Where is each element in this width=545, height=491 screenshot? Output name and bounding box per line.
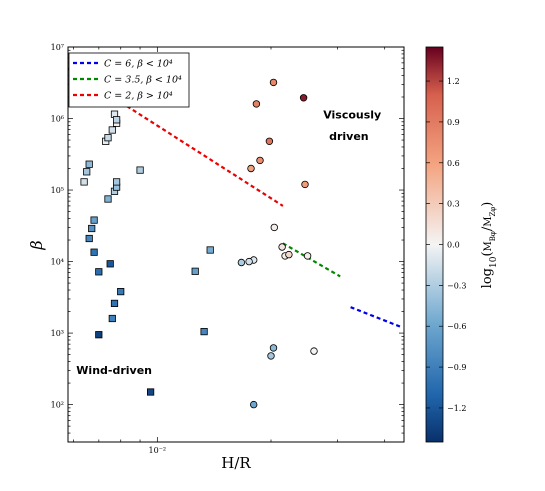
colorbar-tick-label: 0.3 bbox=[447, 200, 460, 209]
colorbar-tick-label: −1.2 bbox=[447, 404, 466, 413]
circle-point bbox=[245, 257, 253, 266]
plot-area: 10² 10³ 10⁴ 10⁵ 10⁶ 10⁷ 10⁻² bbox=[51, 43, 405, 455]
square-point bbox=[95, 331, 103, 339]
square-point bbox=[90, 216, 98, 224]
x-axis-label: H/R bbox=[221, 454, 251, 472]
circle-point bbox=[310, 347, 318, 355]
circle-point bbox=[247, 164, 255, 173]
circle-point bbox=[270, 223, 278, 232]
square-point bbox=[83, 168, 91, 176]
square-point bbox=[110, 299, 119, 308]
circle-point bbox=[256, 156, 264, 165]
y-axis-label: β bbox=[27, 240, 46, 250]
y-tick-label: 10⁶ bbox=[51, 115, 64, 124]
plot-frame bbox=[67, 46, 405, 443]
annotation-viscously: Viscously bbox=[323, 109, 381, 122]
colorbar-tick-label: 0.6 bbox=[447, 159, 460, 168]
y-tick-label: 10³ bbox=[51, 329, 64, 338]
y-tick-label: 10⁴ bbox=[51, 258, 64, 267]
square-point bbox=[85, 234, 93, 243]
circle-point bbox=[299, 94, 308, 102]
square-point bbox=[88, 224, 96, 233]
square-point bbox=[113, 178, 121, 186]
square-point bbox=[104, 134, 112, 142]
circle-point bbox=[267, 352, 275, 360]
colorbar-tick-label: −0.3 bbox=[447, 281, 466, 290]
circle-point bbox=[278, 243, 286, 251]
square-point bbox=[191, 267, 199, 275]
model-line-3 bbox=[350, 306, 403, 329]
colorbar-tick-label: −0.9 bbox=[447, 363, 466, 372]
annotation-wind-driven: Wind-driven bbox=[76, 364, 152, 377]
circle-point bbox=[237, 258, 246, 267]
square-point bbox=[206, 246, 214, 254]
square-point bbox=[117, 287, 125, 296]
square-point bbox=[90, 248, 98, 256]
square-point bbox=[104, 195, 112, 203]
square-point bbox=[146, 388, 155, 396]
circle-point bbox=[301, 180, 309, 189]
colorbar-tick-label: 0.0 bbox=[447, 241, 460, 250]
colorbar-tick-label: 0.9 bbox=[447, 118, 460, 127]
square-point bbox=[108, 314, 116, 323]
legend-label-3: C = 2, β > 10⁴ bbox=[104, 91, 173, 102]
y-tick-label: 10² bbox=[51, 401, 64, 410]
legend: C = 6, β < 10⁴ C = 3.5, β < 10⁴ C = 2, β >… bbox=[68, 52, 190, 108]
y-tick-label: 10⁵ bbox=[51, 186, 64, 195]
circle-point bbox=[303, 252, 312, 260]
square-point bbox=[108, 126, 116, 134]
colorbar-label: log10(MBφ/MZφ) bbox=[480, 202, 499, 289]
circle-point bbox=[269, 78, 278, 87]
square-point bbox=[113, 116, 121, 124]
square-point bbox=[85, 160, 93, 168]
circle-point bbox=[249, 400, 258, 409]
colorbar-tick-label: 1.2 bbox=[447, 77, 460, 86]
square-point bbox=[106, 260, 114, 268]
square-point bbox=[136, 166, 144, 174]
y-tick-label: 10⁷ bbox=[51, 43, 64, 52]
square-point bbox=[95, 268, 103, 276]
square-point bbox=[80, 178, 88, 186]
x-tick-label: 10⁻² bbox=[149, 446, 167, 455]
circle-point bbox=[252, 100, 261, 108]
circle-point bbox=[285, 250, 293, 259]
colorbar-tick-label: −0.6 bbox=[447, 322, 466, 331]
annotation-driven: driven bbox=[329, 130, 369, 143]
legend-label-1: C = 6, β < 10⁴ bbox=[104, 59, 173, 70]
square-point bbox=[200, 327, 208, 336]
colorbar: 1.2 0.9 0.6 0.3 0.0 −0.3 −0.6 −0.9 −1.2 log10(MB… bbox=[425, 46, 499, 443]
circle-point bbox=[269, 344, 278, 352]
legend-label-2: C = 3.5, β < 10⁴ bbox=[104, 75, 182, 86]
circle-point bbox=[265, 137, 274, 145]
